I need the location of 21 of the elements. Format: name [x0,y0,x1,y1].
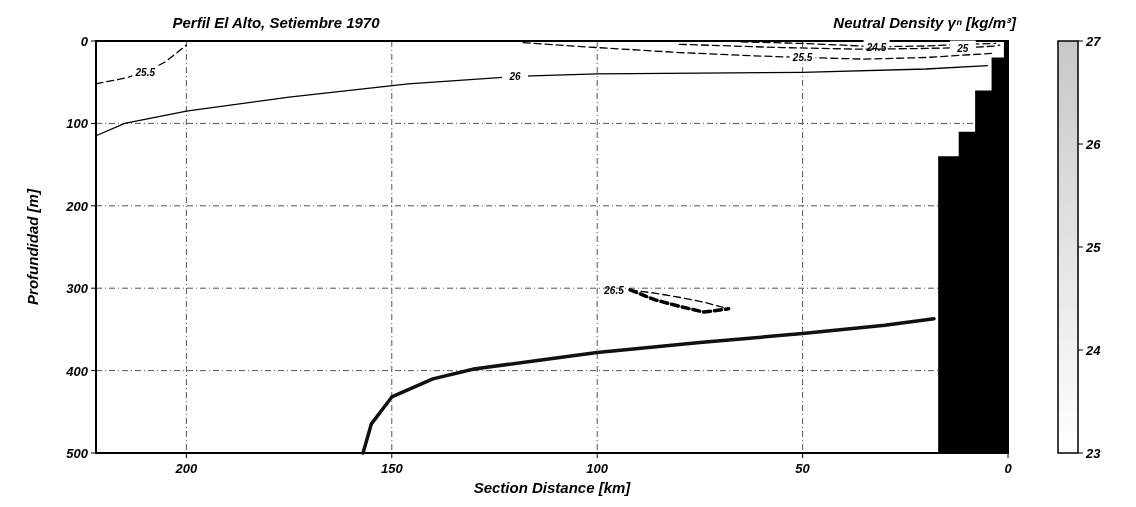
color-bar-title: Neutral Density γⁿ [kg/m³] [833,14,1017,31]
color-bar-label: 27 [1085,34,1102,49]
x-tick-label: 200 [174,461,198,476]
y-axis-title: Profundidad [m] [24,188,41,305]
y-tick-label: 0 [80,34,89,49]
color-bar-label: 23 [1085,446,1102,461]
series-label: 26.5 [603,284,625,296]
y-tick-label: 500 [66,446,89,461]
y-tick-label: 200 [65,198,89,214]
x-tick-label: 150 [380,461,404,476]
y-tick-label: 100 [66,116,89,132]
y-tick-label: 400 [65,363,89,379]
color-bar-label: 25 [1085,240,1102,255]
x-tick-label: 50 [795,461,811,476]
x-tick-label: 0 [1004,461,1013,476]
chart-title: Perfil El Alto, Setiembre 1970 [172,14,381,31]
color-bar-label: 24 [1085,343,1102,358]
color-bar-label: 26 [1085,137,1102,152]
x-axis-title: Section Distance [km] [473,479,632,496]
x-tick-label: 100 [586,461,609,476]
y-tick-label: 300 [66,281,89,297]
